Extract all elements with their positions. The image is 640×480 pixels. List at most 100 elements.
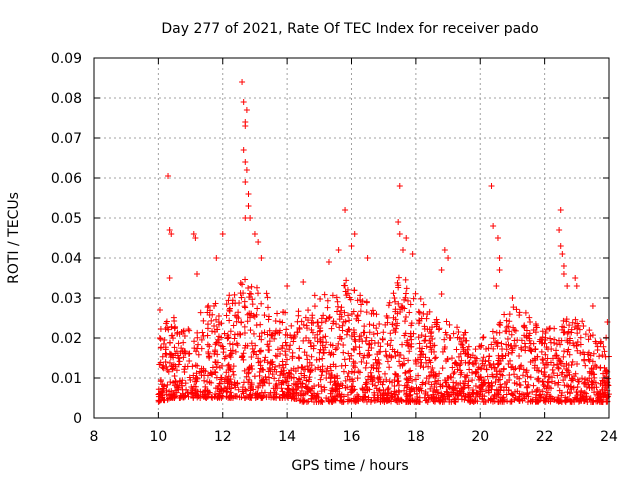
scatter-point: [456, 388, 463, 395]
scatter-point: [181, 368, 188, 375]
x-tick-label: 14: [278, 429, 296, 445]
scatter-point: [453, 346, 460, 353]
scatter-point: [590, 350, 597, 357]
x-tick-label: 10: [149, 429, 167, 445]
scatter-point: [170, 314, 177, 321]
scatter-point: [348, 397, 355, 404]
scatter-point: [467, 398, 474, 405]
scatter-point: [212, 348, 219, 355]
scatter-point: [346, 376, 353, 383]
scatter-point: [258, 392, 265, 399]
scatter-point: [362, 338, 369, 345]
x-tick-label: 16: [343, 429, 361, 445]
scatter-point: [575, 322, 582, 329]
scatter-point: [376, 376, 383, 383]
scatter-peak-point: [239, 79, 246, 85]
scatter-point: [309, 315, 316, 322]
scatter-point: [490, 335, 497, 342]
scatter-point: [424, 398, 431, 405]
scatter-point: [218, 334, 225, 341]
scatter-point: [247, 327, 254, 334]
scatter-peak-point: [509, 295, 516, 301]
scatter-point: [555, 364, 562, 371]
scatter-point: [456, 362, 463, 369]
scatter-point: [199, 329, 206, 336]
scatter-point: [179, 377, 186, 384]
scatter-point: [508, 331, 515, 338]
scatter-point: [157, 376, 164, 383]
scatter-point: [266, 380, 273, 387]
scatter-peak-point: [589, 303, 596, 309]
scatter-point: [368, 337, 375, 344]
scatter-point: [455, 329, 462, 336]
scatter-point: [591, 374, 598, 381]
scatter-point: [269, 371, 276, 378]
scatter-point: [481, 380, 488, 387]
scatter-point: [176, 358, 183, 365]
scatter-point: [485, 357, 492, 364]
scatter-point: [340, 399, 347, 405]
scatter-point: [500, 365, 507, 372]
scatter-point: [363, 360, 370, 367]
scatter-point: [375, 364, 382, 371]
scatter-point: [205, 302, 212, 309]
scatter-point: [511, 396, 518, 403]
scatter-point: [422, 380, 429, 387]
scatter-point: [171, 325, 178, 332]
scatter-point: [521, 340, 528, 347]
scatter-point: [305, 317, 312, 324]
scatter-point: [193, 370, 200, 377]
scatter-point: [308, 343, 315, 350]
scatter-peak-point: [364, 255, 371, 261]
scatter-point: [261, 312, 268, 319]
scatter-point: [573, 395, 580, 402]
scatter-point: [350, 378, 357, 385]
scatter-point: [221, 330, 228, 337]
scatter-point: [317, 376, 324, 383]
scatter-point: [311, 383, 318, 390]
scatter-peak-point: [572, 275, 579, 281]
scatter-point: [174, 352, 181, 359]
scatter-peak-point: [396, 231, 403, 237]
scatter-point: [516, 309, 523, 316]
scatter-point: [374, 330, 381, 337]
scatter-point: [472, 383, 479, 390]
scatter-point: [251, 373, 258, 380]
scatter-point: [160, 362, 167, 369]
scatter-point: [440, 393, 447, 400]
scatter-point: [276, 327, 283, 334]
scatter-point: [162, 346, 169, 353]
scatter-point: [402, 370, 409, 377]
scatter-point: [458, 341, 465, 348]
scatter-point: [429, 365, 436, 372]
scatter-point: [542, 395, 549, 402]
scatter-point: [408, 320, 415, 327]
scatter-point: [328, 325, 335, 332]
scatter-point: [532, 320, 539, 327]
scatter-point: [542, 373, 549, 380]
scatter-point: [314, 390, 321, 397]
scatter-point: [593, 340, 600, 347]
scatter-point: [174, 330, 181, 337]
scatter-point: [446, 321, 453, 328]
scatter-point: [189, 387, 196, 394]
scatter-point: [406, 368, 413, 375]
scatter-point: [491, 365, 498, 372]
scatter-point: [558, 371, 565, 378]
scatter-peak-point: [409, 251, 416, 257]
scatter-point: [366, 329, 373, 336]
scatter-point: [499, 353, 506, 360]
scatter-point: [472, 394, 479, 401]
scatter-point: [172, 378, 179, 385]
scatter-point: [380, 329, 387, 336]
scatter-point: [266, 347, 273, 354]
scatter-point: [215, 383, 222, 390]
scatter-point: [496, 368, 503, 375]
scatter-point: [407, 367, 414, 374]
scatter-point: [566, 371, 573, 378]
scatter-point: [534, 353, 541, 360]
scatter-point: [333, 320, 340, 327]
scatter-point: [407, 301, 414, 308]
y-tick-label: 0: [73, 411, 82, 427]
scatter-point: [480, 334, 487, 341]
